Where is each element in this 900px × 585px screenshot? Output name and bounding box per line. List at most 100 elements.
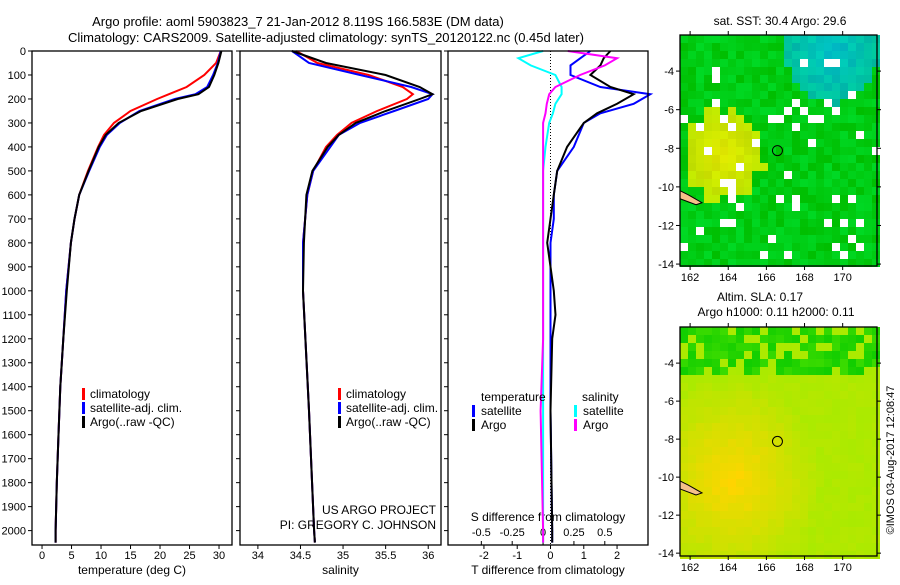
map-cell [776, 511, 784, 519]
map-cell [872, 487, 880, 495]
map-cell [760, 415, 768, 423]
lat-tick-label: -12 [658, 510, 674, 522]
map-cell [832, 367, 840, 375]
map-cell [872, 407, 880, 415]
map-cell [856, 115, 864, 123]
map-cell [728, 351, 736, 359]
map-cell [760, 235, 768, 243]
series-line-climatology [54, 50, 222, 543]
map-cell [680, 343, 688, 351]
map-cell [696, 535, 704, 543]
map-cell [848, 543, 856, 551]
map-cell [816, 187, 824, 195]
map-cell [784, 251, 792, 259]
map-cell [808, 455, 816, 463]
map-cell [712, 163, 720, 171]
map-cell [688, 67, 696, 75]
map-cell [824, 75, 832, 83]
x-tick-label: 0 [547, 550, 553, 562]
map-cell [680, 147, 688, 155]
map-cell [768, 35, 776, 43]
y-tick-label: 0 [20, 46, 26, 58]
map-cell [824, 487, 832, 495]
map-cell [840, 551, 848, 559]
map-cell [800, 519, 808, 527]
map-cell [712, 367, 720, 375]
map-cell [784, 179, 792, 187]
map-cell [712, 147, 720, 155]
map-cell [720, 367, 728, 375]
map-cell [680, 543, 688, 551]
map-cell [688, 551, 696, 559]
legend-swatch [338, 416, 341, 428]
map-cell [696, 391, 704, 399]
map-cell [872, 259, 880, 267]
map-cell [752, 195, 760, 203]
map-cell [816, 407, 824, 415]
map-cell [720, 219, 728, 227]
map-cell [840, 235, 848, 243]
map-cell [760, 503, 768, 511]
map-cell [712, 423, 720, 431]
map-cell [696, 123, 704, 131]
map-cell [696, 463, 704, 471]
map-cell [784, 431, 792, 439]
legend-label: climatology [90, 387, 150, 401]
map-cell [768, 535, 776, 543]
map-cell [872, 83, 880, 91]
map-cell [736, 243, 744, 251]
map-cell [784, 163, 792, 171]
map-cell [712, 415, 720, 423]
map-cell [736, 343, 744, 351]
map-frame [679, 326, 878, 557]
map-cell [696, 131, 704, 139]
map-cell [848, 359, 856, 367]
map-cell [824, 447, 832, 455]
map-cell [832, 503, 840, 511]
map-cell [792, 227, 800, 235]
map-cell [840, 115, 848, 123]
map-cell [840, 503, 848, 511]
map-cell [704, 91, 712, 99]
map-cell [856, 91, 864, 99]
map-cell [696, 235, 704, 243]
map-cell [872, 227, 880, 235]
map-cell [792, 187, 800, 195]
map-cell [768, 487, 776, 495]
map-cell [872, 383, 880, 391]
map-cell [800, 179, 808, 187]
map-cell [840, 147, 848, 155]
map-cell [768, 211, 776, 219]
map-cell [688, 439, 696, 447]
map-cell [832, 99, 840, 107]
map-cell [696, 43, 704, 51]
map-cell [848, 91, 856, 99]
map-cell [752, 487, 760, 495]
map-cell [744, 471, 752, 479]
map-cell [784, 235, 792, 243]
map-cell [752, 455, 760, 463]
map-cell [736, 351, 744, 359]
map-cell [688, 59, 696, 67]
map-cell [824, 51, 832, 59]
map-cell [760, 163, 768, 171]
map-cell [688, 211, 696, 219]
map-cell [832, 447, 840, 455]
legend-label: satellite [583, 404, 624, 418]
map-cell [760, 431, 768, 439]
map-cell [688, 219, 696, 227]
map-cell [848, 83, 856, 91]
map-cell [800, 219, 808, 227]
map-cell [720, 399, 728, 407]
x-tick-label: 35.5 [375, 550, 396, 562]
map-cell [864, 43, 872, 51]
map-cell [744, 75, 752, 83]
map-cell [808, 171, 816, 179]
map-cell [792, 219, 800, 227]
y-tick-label: 300 [8, 118, 26, 130]
map-cell [864, 407, 872, 415]
map-cell [800, 195, 808, 203]
map-cell [808, 551, 816, 559]
map-cell [712, 495, 720, 503]
map-cell [864, 391, 872, 399]
